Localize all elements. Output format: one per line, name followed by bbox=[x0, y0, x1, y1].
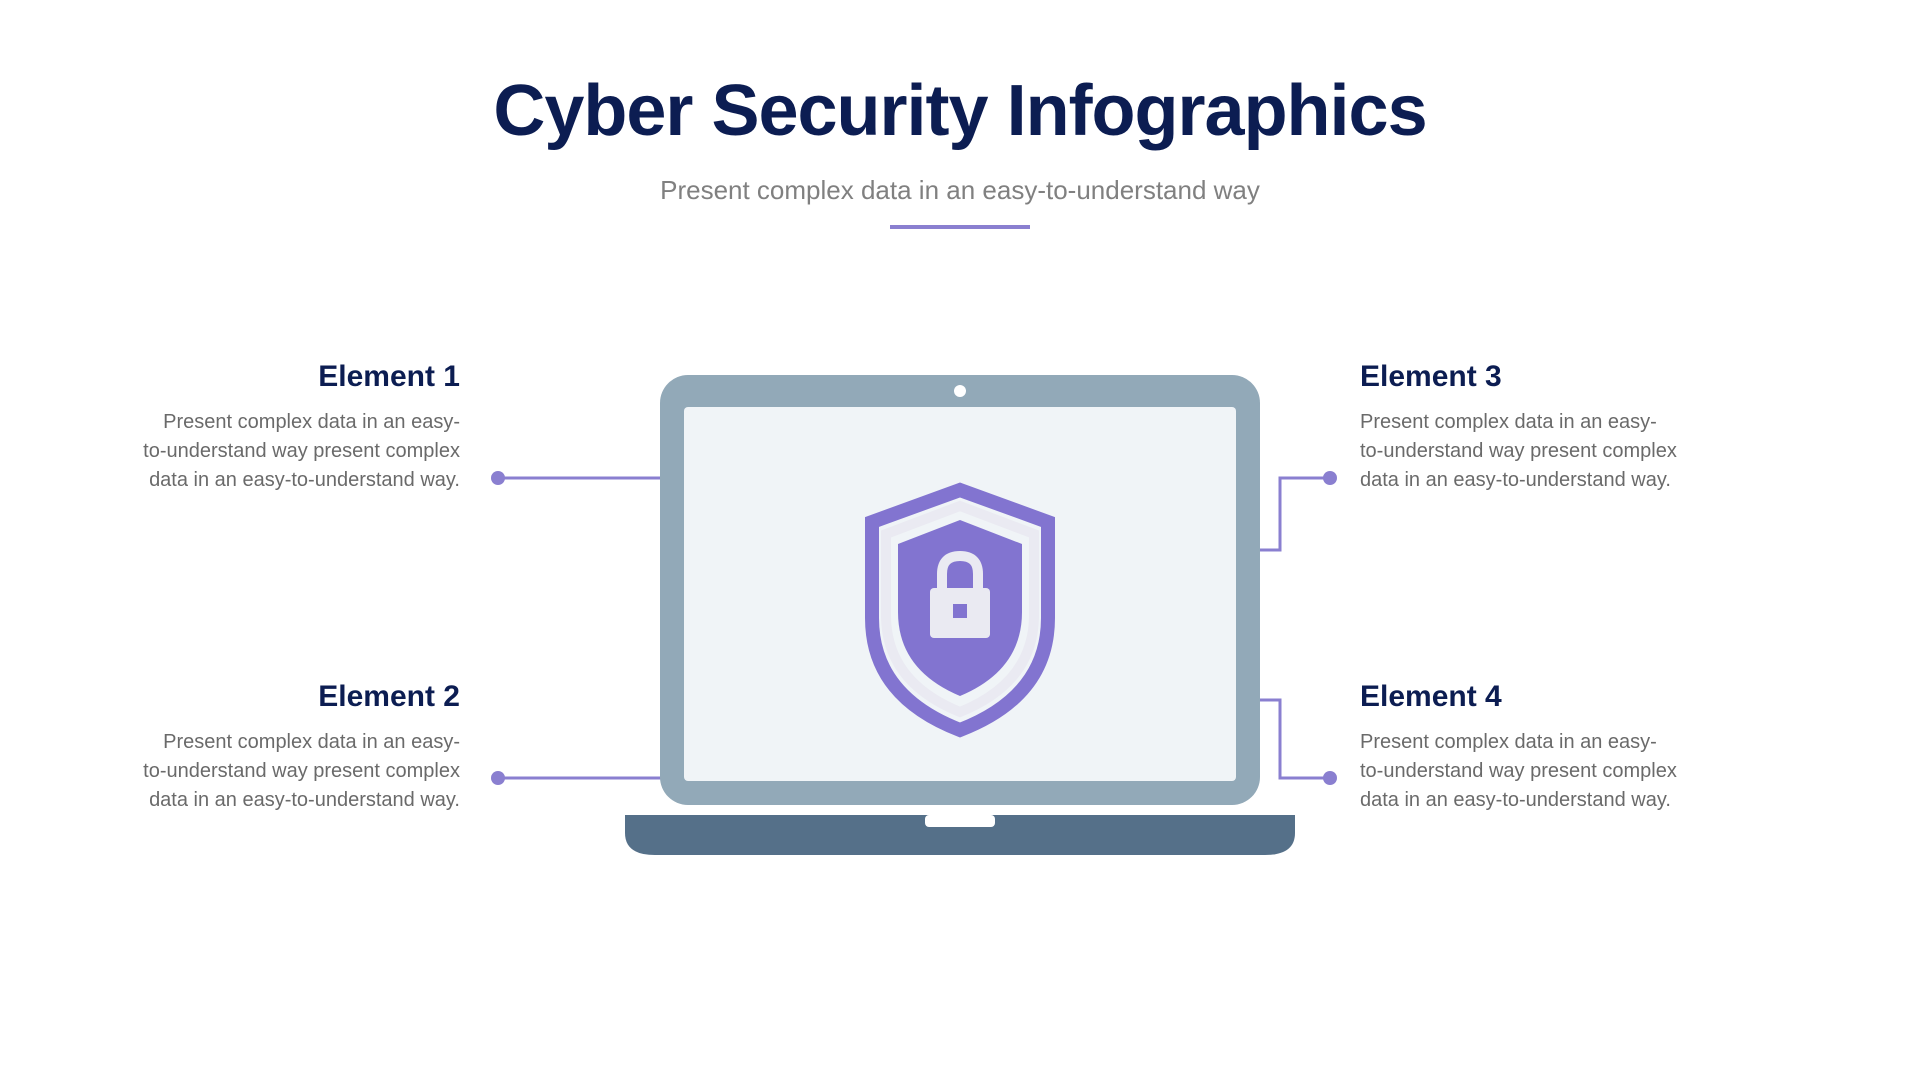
page-subtitle: Present complex data in an easy-to-under… bbox=[0, 175, 1920, 206]
element-3: Element 3 Present complex data in an eas… bbox=[1360, 360, 1680, 495]
title-underline bbox=[890, 225, 1030, 229]
element-1-body: Present complex data in an easy-to-under… bbox=[140, 408, 460, 495]
element-2-title: Element 2 bbox=[140, 680, 460, 714]
connector-dot-icon bbox=[1323, 471, 1337, 485]
shield-lock-icon bbox=[872, 490, 1048, 730]
connector-dot-icon bbox=[1323, 771, 1337, 785]
laptop-illustration bbox=[625, 375, 1295, 855]
element-1-title: Element 1 bbox=[140, 360, 460, 394]
element-3-title: Element 3 bbox=[1360, 360, 1680, 394]
connector-dot-icon bbox=[491, 771, 505, 785]
page-title: Cyber Security Infographics bbox=[0, 70, 1920, 152]
element-2-body: Present complex data in an easy-to-under… bbox=[140, 728, 460, 815]
trackpad-notch bbox=[925, 815, 995, 827]
element-2: Element 2 Present complex data in an eas… bbox=[140, 680, 460, 815]
element-4-title: Element 4 bbox=[1360, 680, 1680, 714]
element-4: Element 4 Present complex data in an eas… bbox=[1360, 680, 1680, 815]
element-1: Element 1 Present complex data in an eas… bbox=[140, 360, 460, 495]
element-3-body: Present complex data in an easy-to-under… bbox=[1360, 408, 1680, 495]
laptop-icon bbox=[625, 375, 1295, 855]
element-4-body: Present complex data in an easy-to-under… bbox=[1360, 728, 1680, 815]
camera-dot-icon bbox=[954, 385, 966, 397]
connector-dot-icon bbox=[491, 471, 505, 485]
